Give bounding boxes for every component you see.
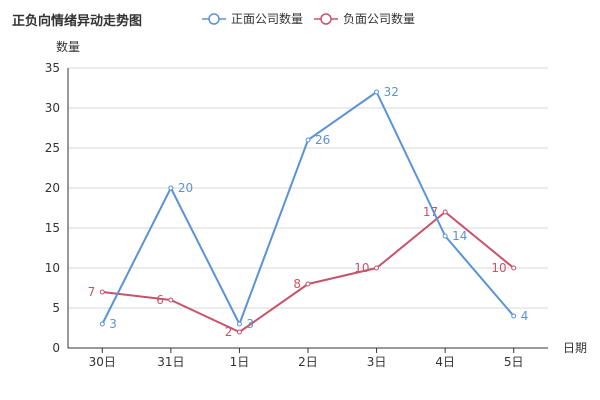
data-point[interactable] [374,89,380,95]
series-0: 3 20 3 26 32 14 4 [99,85,529,331]
data-label: 8 [293,277,301,291]
x-axis-label: 日期 [563,341,587,355]
data-point[interactable] [168,297,174,303]
chart-title: 正负向情绪异动走势图 [12,14,143,29]
y-tick-label: 25 [45,141,60,155]
data-label: 7 [88,285,96,299]
legend-item-0[interactable]: 正面公司数量 [202,11,303,26]
y-tick-label: 5 [52,301,60,315]
y-tick-label: 35 [45,61,60,75]
x-tick-label: 2日 [298,355,318,369]
legend-marker-icon [320,13,332,25]
legend-label: 负面公司数量 [343,11,415,26]
x-tick-label: 1日 [230,355,250,369]
data-label: 6 [156,293,164,307]
legend[interactable]: 正面公司数量 负面公司数量 [202,11,415,26]
y-tick-label: 15 [45,221,60,235]
legend-item-1[interactable]: 负面公司数量 [314,11,415,26]
data-point[interactable] [511,265,517,271]
x-tick-label: 30日 [89,355,116,369]
data-label: 32 [384,85,399,99]
data-point[interactable] [305,137,311,143]
data-point[interactable] [305,281,311,287]
axes: 0 5 10 15 20 25 30 35 30日 31日 1日 2日 3日 4日 5日 [45,61,548,369]
data-label: 10 [491,261,506,275]
data-label: 3 [246,317,254,331]
data-point[interactable] [99,321,105,327]
data-point[interactable] [511,313,517,319]
data-point[interactable] [236,329,242,335]
grid-lines [68,67,548,309]
data-point[interactable] [236,321,242,327]
data-point[interactable] [99,289,105,295]
y-tick-label: 0 [52,341,60,355]
x-tick-label: 3日 [367,355,387,369]
legend-label: 正面公司数量 [231,11,303,26]
series-line [101,91,515,325]
x-tick-label: 31日 [157,355,184,369]
y-axis-label: 数量 [56,39,80,54]
x-tick-label: 5日 [504,355,524,369]
data-label: 10 [354,261,369,275]
data-point[interactable] [442,209,448,215]
data-point[interactable] [442,233,448,239]
y-tick-label: 30 [45,101,60,115]
data-label: 2 [225,325,233,339]
legend-marker-icon [208,13,220,25]
data-label: 14 [452,229,467,243]
y-tick-label: 20 [45,181,60,195]
data-label: 20 [178,181,193,195]
data-point[interactable] [168,185,174,191]
data-point[interactable] [374,265,380,271]
y-tick-label: 10 [45,261,60,275]
data-label: 26 [315,133,330,147]
data-label: 4 [521,309,529,323]
x-tick-label: 4日 [435,355,455,369]
data-label: 3 [109,317,117,331]
